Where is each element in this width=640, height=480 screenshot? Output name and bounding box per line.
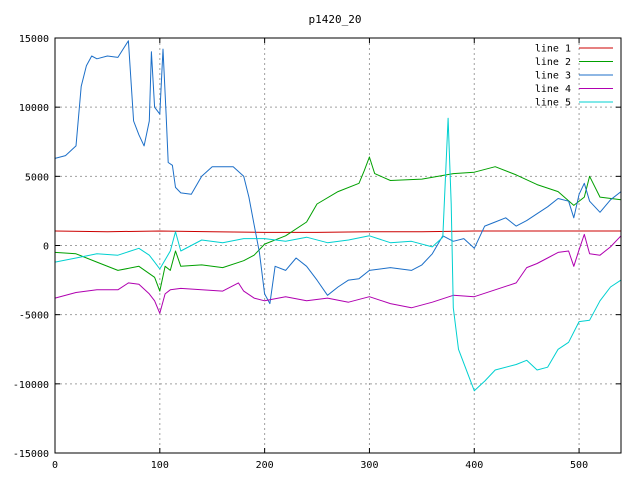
y-tick-label: 5000 [25, 172, 49, 183]
x-tick-label: 300 [360, 460, 378, 471]
legend-label: line 1 [535, 44, 571, 55]
series-2-line [54, 156, 622, 292]
series-5-line [54, 117, 622, 392]
legend-label: line 2 [535, 57, 571, 68]
x-tick-label: 500 [570, 460, 588, 471]
series-layer [54, 40, 622, 392]
y-tick-label: 10000 [19, 103, 49, 114]
x-tick-label: 100 [151, 460, 169, 471]
chart-title: p1420_20 [309, 13, 362, 26]
series-4-line [54, 233, 622, 314]
x-tick-label: 400 [465, 460, 483, 471]
y-tick-label: -10000 [13, 380, 49, 391]
legend-label: line 5 [535, 98, 571, 109]
grid-layer [55, 38, 621, 453]
legend: line 1 line 2 line 3 line 4 line 5 [535, 44, 613, 109]
y-tick-label: 0 [43, 242, 49, 253]
tick-layer: 0 100 200 300 400 500 15000 10000 5000 0 -5000 -100… [13, 34, 621, 471]
series-1-line [54, 230, 621, 233]
y-tick-label: -5000 [19, 311, 49, 322]
legend-label: line 3 [535, 71, 571, 82]
series-3-line [54, 40, 622, 305]
legend-label: line 4 [535, 84, 571, 95]
y-tick-label: 15000 [19, 34, 49, 45]
x-tick-label: 200 [256, 460, 274, 471]
x-tick-label: 0 [52, 460, 58, 471]
y-tick-label: -15000 [13, 449, 49, 460]
